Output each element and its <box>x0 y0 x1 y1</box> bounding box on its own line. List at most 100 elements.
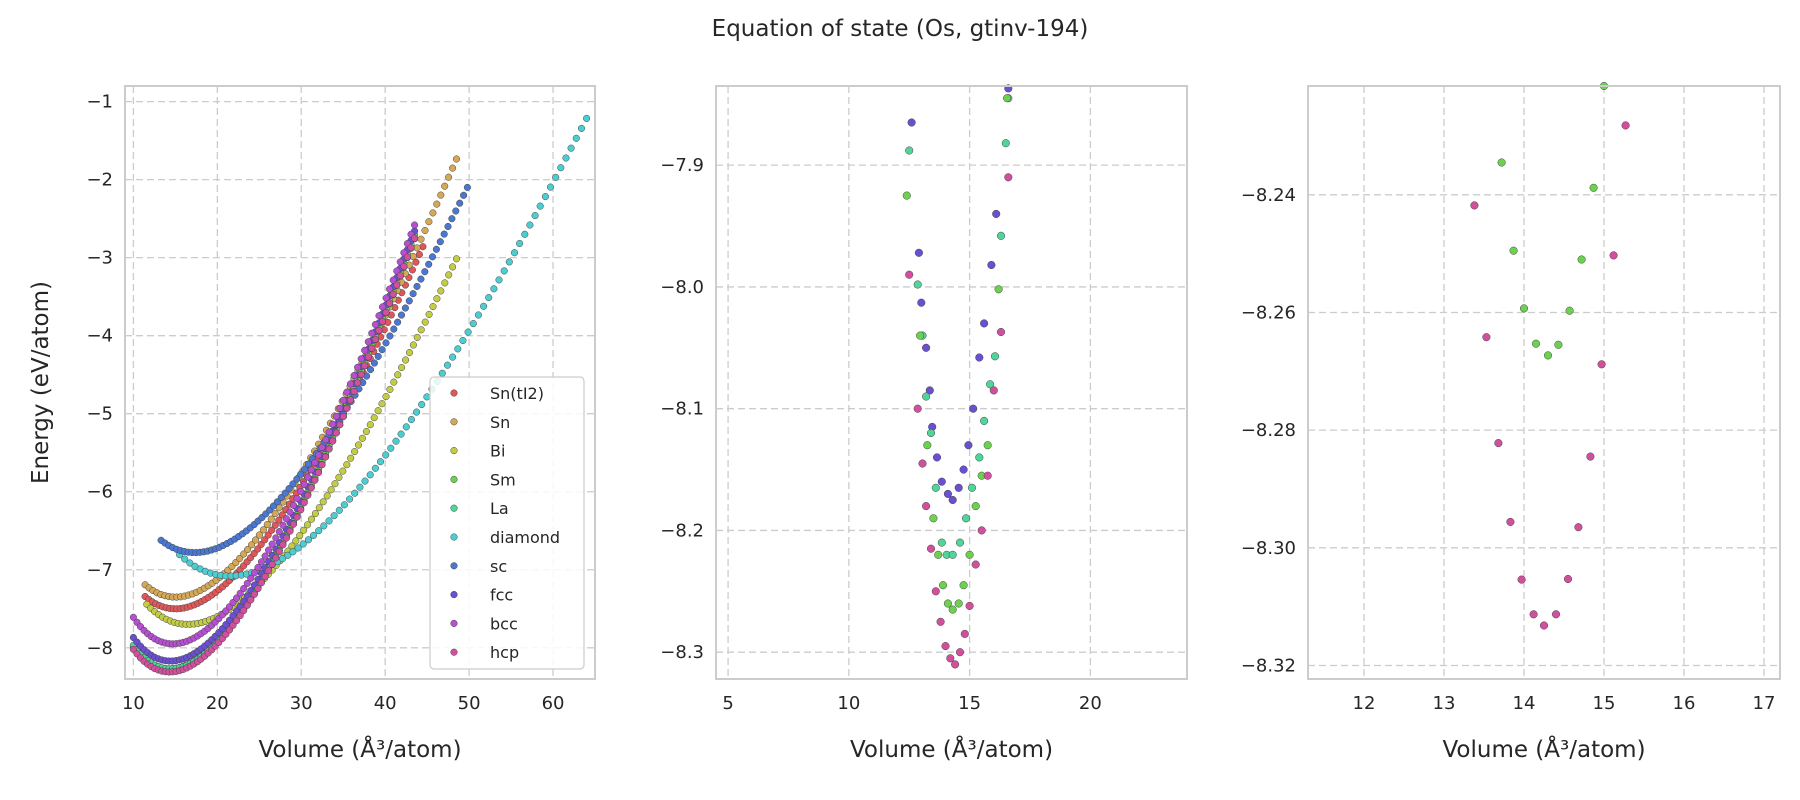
legend-label: fcc <box>490 586 513 605</box>
legend-label: diamond <box>490 528 560 547</box>
data-point <box>456 199 464 207</box>
data-point <box>257 558 266 566</box>
data-points <box>902 84 1013 669</box>
data-point <box>990 352 1000 361</box>
data-point <box>1551 610 1561 619</box>
data-point <box>366 366 375 374</box>
data-point <box>311 476 319 484</box>
data-point <box>361 362 369 370</box>
data-point <box>318 461 326 469</box>
data-point <box>449 263 457 271</box>
data-point <box>438 369 446 377</box>
data-point <box>914 248 923 257</box>
data-point <box>356 483 364 491</box>
legend-marker <box>450 389 458 397</box>
data-point <box>913 404 922 413</box>
data-point <box>314 469 323 477</box>
data-point <box>315 504 323 512</box>
data-point <box>336 421 344 429</box>
data-point <box>960 629 969 638</box>
x-tick-label: 15 <box>958 693 981 714</box>
data-point <box>374 407 382 415</box>
data-point <box>922 392 931 401</box>
data-point <box>951 660 960 669</box>
y-tick-label: −8.2 <box>660 520 704 541</box>
data-point <box>459 336 467 345</box>
data-point <box>378 346 386 354</box>
data-point <box>948 605 957 614</box>
data-point <box>934 550 943 559</box>
data-point <box>531 212 539 220</box>
data-point <box>361 477 369 485</box>
x-tick-label: 15 <box>1593 693 1616 714</box>
data-point <box>996 327 1006 337</box>
data-point <box>289 501 298 509</box>
data-point <box>1621 121 1630 130</box>
data-point <box>343 388 351 396</box>
data-point <box>971 502 980 511</box>
legend-marker <box>450 475 458 483</box>
data-point <box>297 487 305 495</box>
data-point <box>389 290 397 298</box>
data-point <box>378 303 387 311</box>
data-point <box>983 441 992 450</box>
data-point <box>264 531 272 539</box>
data-point <box>969 404 978 413</box>
data-point <box>285 485 293 493</box>
legend-marker <box>450 619 458 627</box>
data-point <box>955 648 965 657</box>
data-point <box>490 285 498 293</box>
legend-marker <box>450 591 458 599</box>
data-point <box>304 460 312 468</box>
data-point <box>417 275 425 283</box>
data-point <box>286 527 294 535</box>
data-point <box>460 191 468 199</box>
data-point <box>292 537 300 545</box>
data-point <box>376 458 385 466</box>
data-point <box>268 560 276 568</box>
data-point <box>485 294 493 302</box>
data-point <box>331 480 339 488</box>
legend-entry: diamond <box>450 528 560 547</box>
data-point <box>329 437 337 445</box>
y-axis-label: Energy (eV/atom) <box>28 281 54 484</box>
data-point <box>329 420 337 428</box>
data-point <box>967 483 977 492</box>
data-point <box>987 260 996 270</box>
data-point <box>296 532 304 540</box>
data-point <box>980 416 989 425</box>
data-point <box>989 386 998 395</box>
data-point <box>350 372 358 380</box>
data-point <box>386 332 394 340</box>
legend-entry: hcp <box>450 643 519 662</box>
data-point <box>293 513 301 521</box>
data-point <box>303 521 312 529</box>
data-point <box>386 285 394 293</box>
data-point <box>417 326 425 334</box>
data-point <box>407 244 415 252</box>
data-point <box>319 498 327 506</box>
x-tick-label: 14 <box>1513 693 1536 714</box>
legend-entry: Sn(tI2) <box>450 384 544 403</box>
legend-label: bcc <box>490 614 518 633</box>
data-point <box>428 253 437 261</box>
data-point <box>926 428 936 438</box>
y-tick-label: −2 <box>86 170 113 191</box>
legend-label: sc <box>490 557 507 576</box>
data-point <box>1494 439 1503 448</box>
data-point <box>445 271 453 279</box>
data-point <box>423 393 431 401</box>
x-tick-label: 17 <box>1753 693 1776 714</box>
data-point <box>330 512 338 520</box>
data-point <box>469 320 477 328</box>
data-point <box>275 516 283 524</box>
data-point <box>371 320 379 329</box>
legend-entry: bcc <box>450 614 518 633</box>
data-point <box>297 470 305 478</box>
data-point <box>922 343 931 352</box>
y-tick-label: −8.24 <box>1241 185 1296 206</box>
data-point <box>474 311 482 319</box>
data-point <box>275 528 283 536</box>
data-point <box>346 380 355 388</box>
data-point <box>263 520 271 529</box>
